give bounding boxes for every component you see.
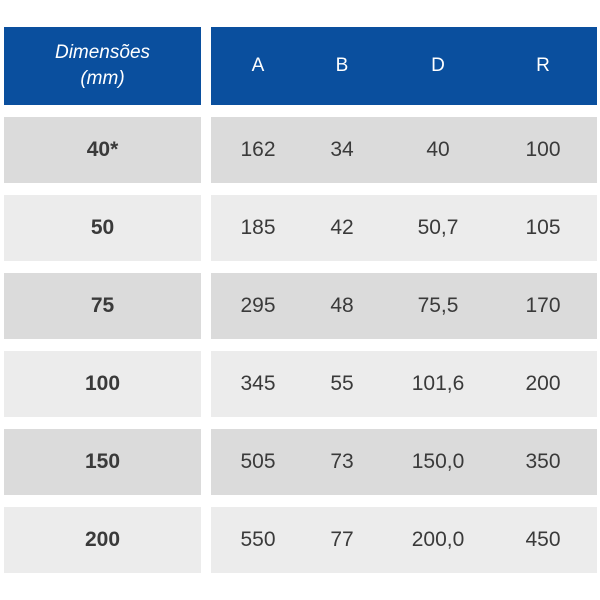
value-d: 75,5 (417, 294, 459, 317)
row-values: 185 42 50,7 105 (211, 195, 597, 261)
value-b: 73 (330, 450, 354, 473)
value-d: 200,0 (411, 528, 465, 551)
column-header-a: A (251, 55, 265, 76)
value-d: 101,6 (411, 372, 465, 395)
value-r: 105 (525, 216, 561, 239)
table-row: 50 185 42 50,7 105 (0, 195, 600, 261)
value-a: 162 (240, 138, 276, 161)
row-size-cell: 100 (4, 351, 201, 417)
table-row: 200 550 77 200,0 450 (0, 507, 600, 573)
row-size-cell: 200 (4, 507, 201, 573)
value-d: 150,0 (411, 450, 465, 473)
row-values: 295 48 75,5 170 (211, 273, 597, 339)
value-a: 185 (240, 216, 276, 239)
value-r: 450 (525, 528, 561, 551)
column-header-d: D (431, 55, 445, 76)
value-a: 550 (240, 528, 276, 551)
row-values: 505 73 150,0 350 (211, 429, 597, 495)
table-row: 75 295 48 75,5 170 (0, 273, 600, 339)
row-values: 345 55 101,6 200 (211, 351, 597, 417)
table-row: 150 505 73 150,0 350 (0, 429, 600, 495)
table-header: Dimensões (mm) A B D R (0, 27, 600, 105)
value-b: 48 (330, 294, 354, 317)
row-size-cell: 75 (4, 273, 201, 339)
column-header-r: R (536, 55, 550, 76)
value-a: 345 (240, 372, 276, 395)
row-size-cell: 150 (4, 429, 201, 495)
value-r: 170 (525, 294, 561, 317)
value-a: 295 (240, 294, 276, 317)
header-dimensions-label: Dimensões (54, 42, 151, 63)
value-b: 55 (330, 372, 354, 395)
value-r: 350 (525, 450, 561, 473)
value-r: 100 (525, 138, 561, 161)
header-dimensions-cell: Dimensões (mm) (4, 27, 201, 105)
value-d: 40 (426, 138, 450, 161)
row-values: 550 77 200,0 450 (211, 507, 597, 573)
header-unit-label: (mm) (80, 68, 125, 89)
row-size-cell: 40* (4, 117, 201, 183)
column-header-b: B (335, 55, 349, 76)
value-d: 50,7 (417, 216, 459, 239)
value-b: 34 (330, 138, 354, 161)
value-a: 505 (240, 450, 276, 473)
value-b: 77 (330, 528, 354, 551)
table-row: 100 345 55 101,6 200 (0, 351, 600, 417)
value-b: 42 (330, 216, 354, 239)
header-columns: A B D R (211, 27, 597, 105)
row-size-cell: 50 (4, 195, 201, 261)
value-r: 200 (525, 372, 561, 395)
row-values: 162 34 40 100 (211, 117, 597, 183)
table-row: 40* 162 34 40 100 (0, 117, 600, 183)
